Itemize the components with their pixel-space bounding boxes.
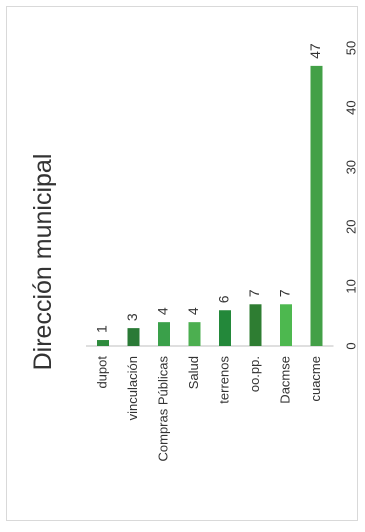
bar [219,310,231,346]
data-label: 4 [185,307,201,315]
data-label: 6 [216,295,232,303]
data-label: 1 [94,325,110,333]
chart-frame [6,6,358,521]
data-labels: 1 3 4 4 6 7 7 47 [94,43,324,333]
data-label: 7 [246,289,262,297]
category-label: terrenos [216,356,231,404]
category-label: Dacmse [277,356,292,404]
value-tick-label: 40 [343,100,358,114]
value-tick-label: 50 [343,41,358,55]
value-tick-label: 30 [343,160,358,174]
value-tick-label: 20 [343,220,358,234]
bar [188,322,201,346]
chart-title: Dirección municipal [29,154,57,371]
category-label: Compras Públicas [155,356,170,462]
data-label: 7 [277,289,293,297]
data-label: 47 [307,43,323,59]
bar [280,304,292,346]
data-label: 4 [155,307,171,315]
category-label: cuacme [308,356,323,402]
category-labels: dupot vinculación Compras Públicas Salud ter… [94,356,323,462]
bar [249,304,262,346]
value-axis-ticks: 0 10 20 30 40 50 [86,41,358,350]
data-label: 3 [124,313,140,321]
value-tick-label: 10 [343,279,358,293]
value-tick-label: 0 [343,342,358,349]
bars [97,65,323,346]
category-label: dupot [94,356,109,389]
category-label: oo.pp. [247,356,262,392]
category-label: Salud [186,356,201,389]
bar [127,328,140,346]
bar [97,340,109,346]
bar [310,65,323,346]
category-label: vinculación [125,356,140,420]
bar [158,322,170,346]
